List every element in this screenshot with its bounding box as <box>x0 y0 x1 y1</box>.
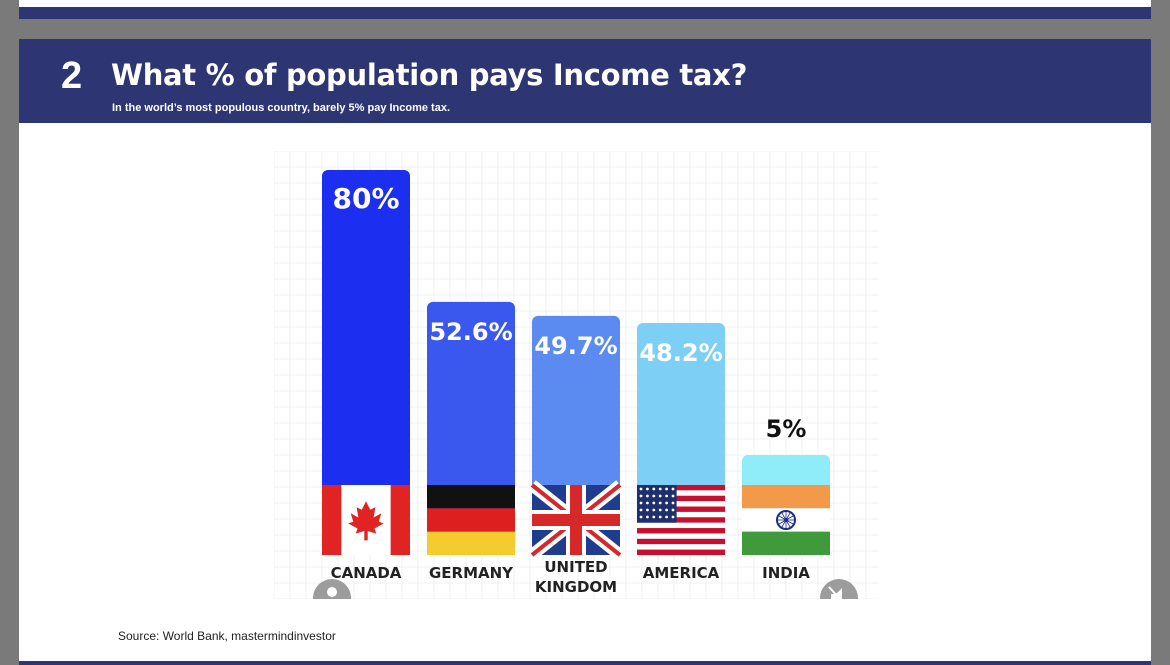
bar-group-america: 48.2% AMERICA <box>637 323 725 582</box>
value-label: 49.7% <box>534 332 617 360</box>
value-label: 5% <box>766 415 807 443</box>
section-number: 2 <box>61 55 83 97</box>
category-label: GERMANY <box>429 564 514 582</box>
category-label: INDIA <box>762 564 810 582</box>
category-label: UNITED <box>544 558 607 576</box>
usa-flag-icon <box>637 485 725 555</box>
bar-group-germany: 52.6% GERMANY <box>427 301 515 582</box>
value-label: 48.2% <box>639 339 722 367</box>
category-label: AMERICA <box>643 564 720 582</box>
previous-section-band <box>19 7 1151 19</box>
mute-icon[interactable] <box>820 579 858 599</box>
section-subtitle: In the world’s most populous country, ba… <box>112 102 451 114</box>
section-card: 2 What % of population pays Income tax? … <box>19 39 1151 665</box>
value-label: 52.6% <box>429 318 512 346</box>
india-flag-icon <box>742 485 830 555</box>
category-label: KINGDOM <box>535 578 617 596</box>
bar-group-canada: 80% CANADA <box>322 170 410 582</box>
section-title: What % of population pays Income tax? <box>111 58 748 92</box>
user-icon[interactable] <box>313 579 351 599</box>
bar <box>322 170 410 555</box>
bar-group-united-kingdom: 49.7% UNITED KINGDOM <box>528 315 624 596</box>
bottom-band <box>19 661 1151 665</box>
germany-flag-icon <box>427 485 515 555</box>
uk-flag-icon <box>528 480 624 560</box>
bar-group-india: 5% INDIA <box>742 415 830 582</box>
bar-chart: 80%CANADA52.6%GERMANY49.7%UNITEDKINGDOM4… <box>274 151 879 599</box>
value-label: 80% <box>332 182 399 215</box>
source-note: Source: World Bank, mastermindinvestor <box>118 629 336 643</box>
section-header: 2 What % of population pays Income tax? … <box>19 39 1151 123</box>
previous-section-card <box>19 0 1151 19</box>
canada-flag-icon <box>322 485 410 555</box>
category-label: CANADA <box>331 564 402 582</box>
